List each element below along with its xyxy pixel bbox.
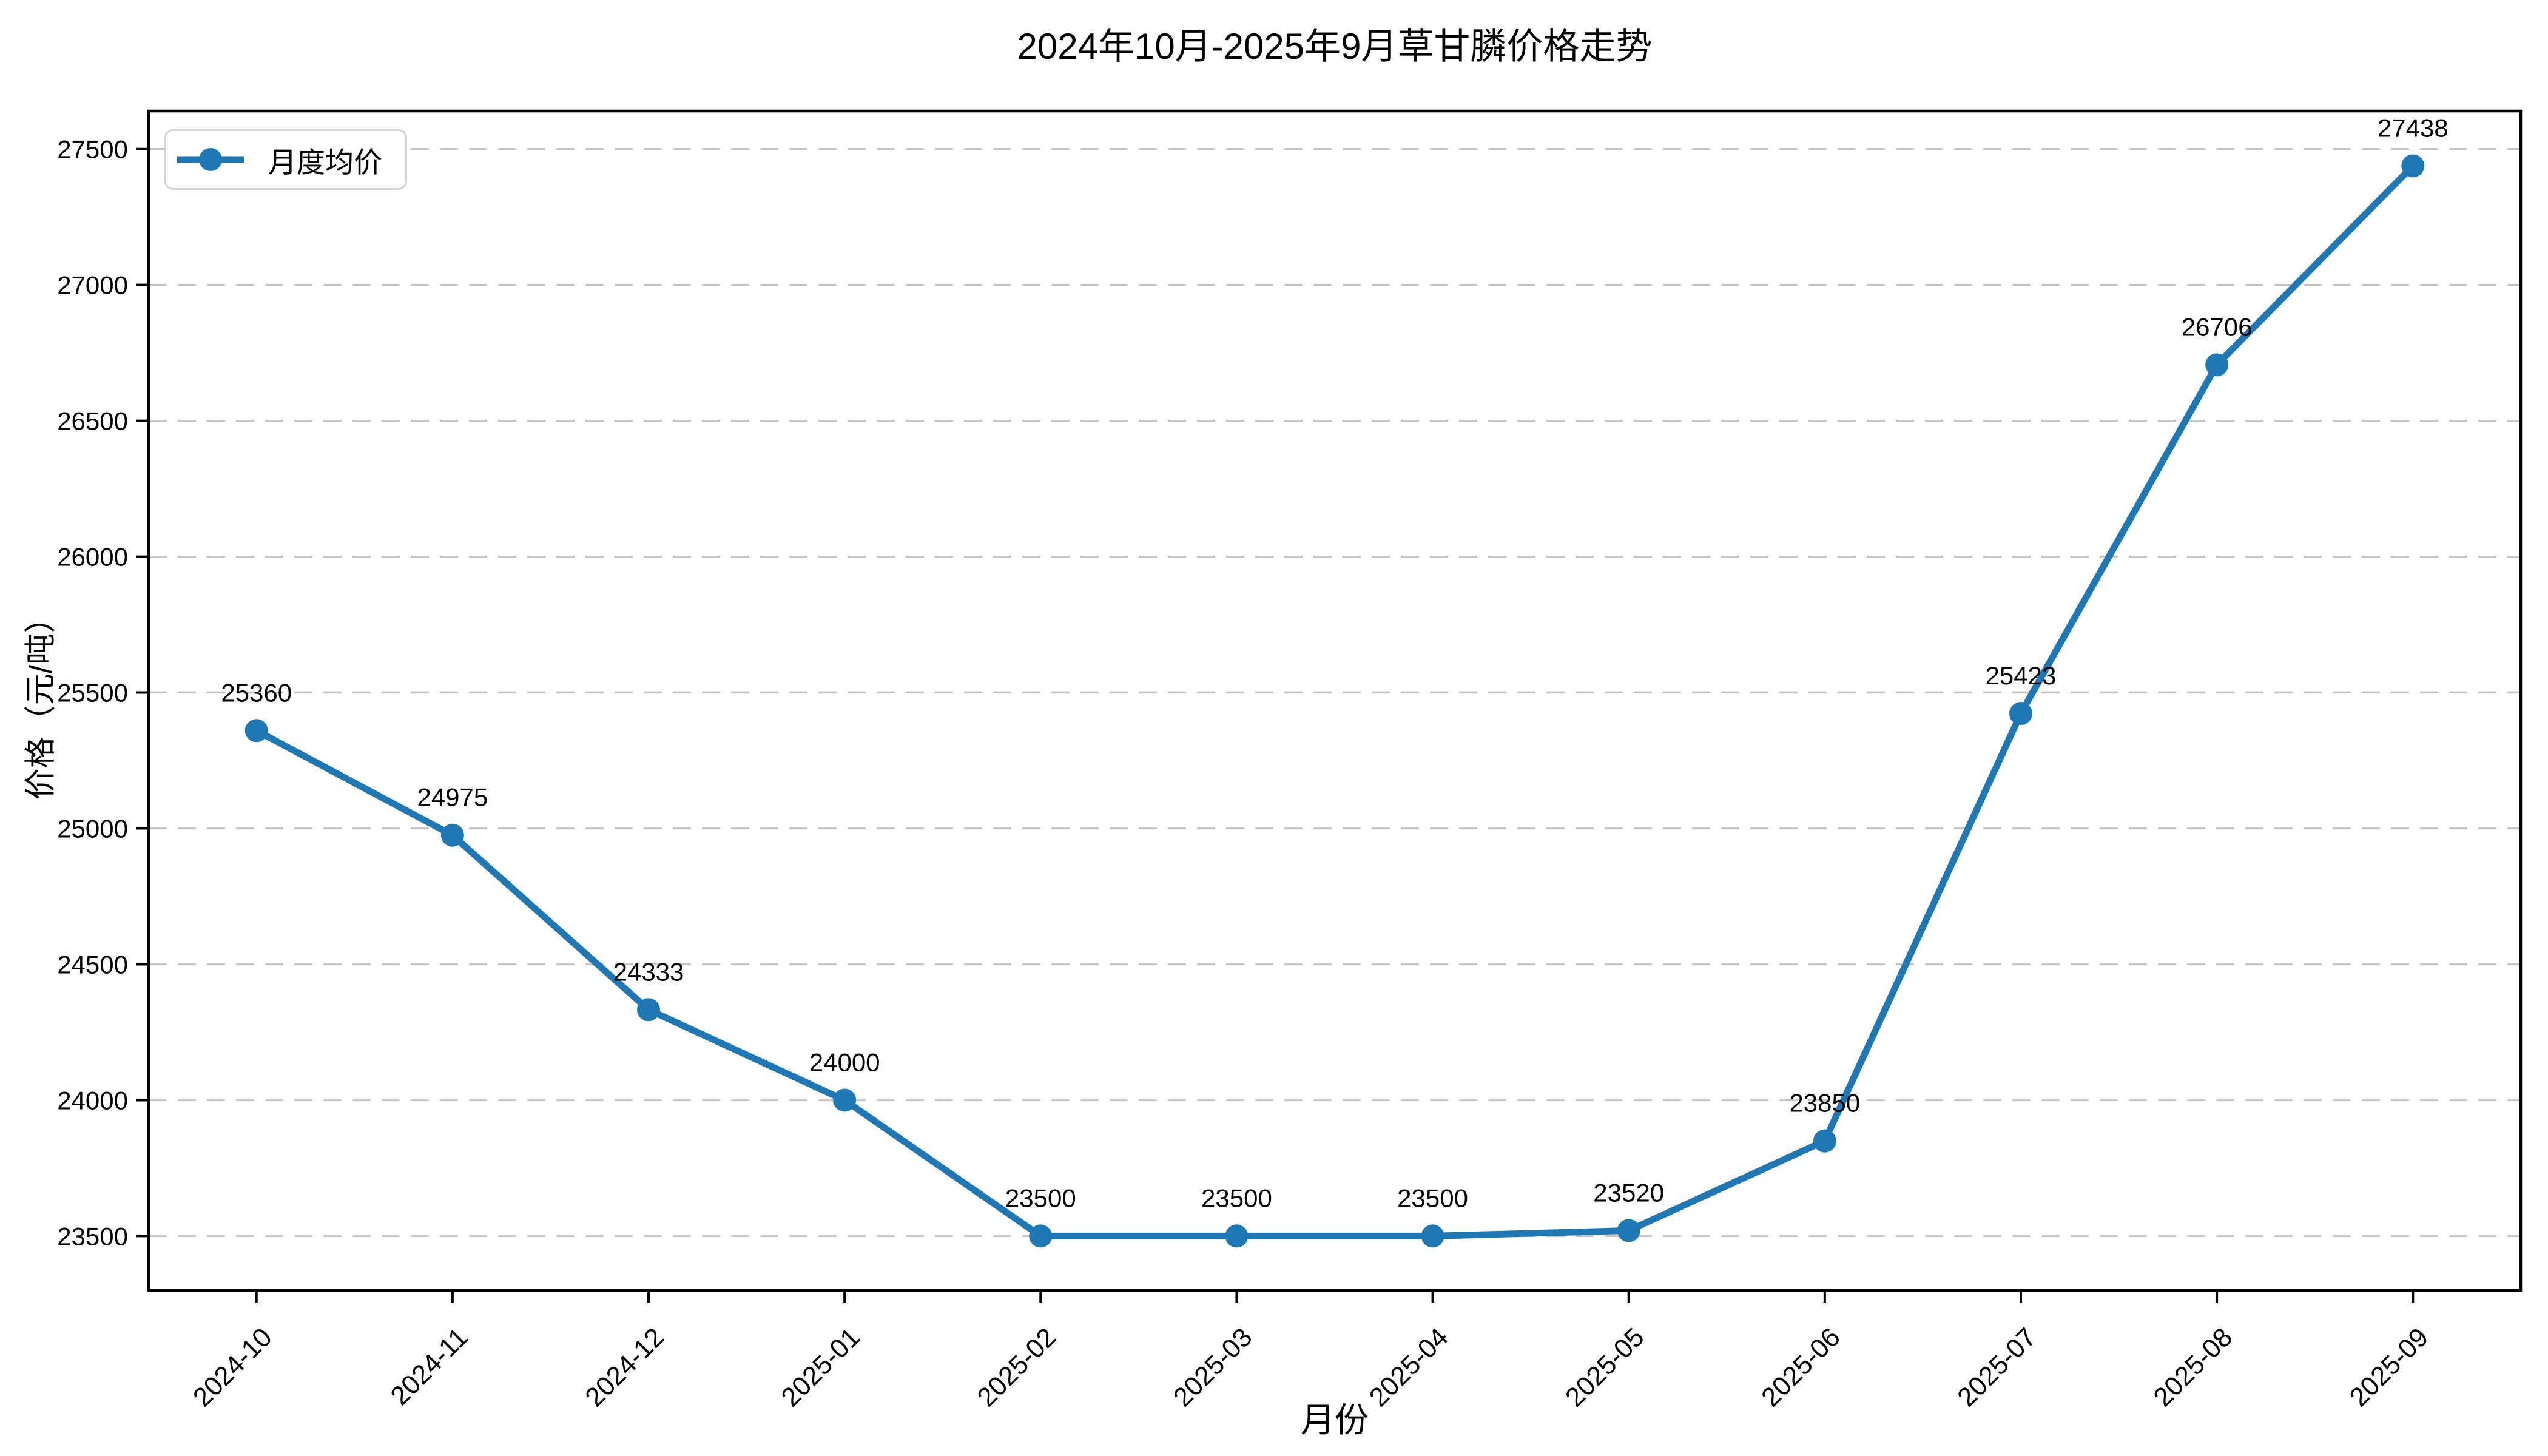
data-point-marker	[833, 1088, 857, 1112]
legend: 月度均价	[164, 129, 407, 190]
legend-swatch	[177, 147, 244, 172]
data-point-label: 23500	[1397, 1184, 1468, 1212]
y-tick-label: 27500	[57, 135, 128, 164]
y-tick-label: 27000	[57, 271, 128, 300]
data-point-marker	[1225, 1224, 1249, 1248]
y-tick-label: 24000	[57, 1086, 128, 1114]
y-tick-label: 26000	[57, 543, 128, 571]
data-point-marker	[1421, 1224, 1444, 1248]
data-point-label: 24000	[809, 1048, 880, 1076]
data-point-label: 26706	[2182, 312, 2253, 341]
x-axis-title: 月份	[1301, 1401, 1369, 1439]
data-point-label: 23500	[1201, 1184, 1272, 1212]
chart-title: 2024年10月-2025年9月草甘膦价格走势	[1017, 26, 1653, 67]
y-axis-title: 价格（元/吨）	[23, 601, 59, 800]
data-point-marker	[2401, 154, 2425, 178]
y-tick-label: 25500	[57, 679, 128, 707]
data-point-label: 23520	[1593, 1178, 1664, 1207]
y-tick-label: 26500	[57, 407, 128, 436]
data-point-marker	[1617, 1219, 1640, 1242]
data-point-label: 25423	[1986, 661, 2057, 690]
data-point-marker	[1029, 1224, 1053, 1248]
data-point-label: 27438	[2378, 113, 2449, 142]
y-tick-label: 24500	[57, 950, 128, 979]
series-line	[253, 162, 2416, 1239]
data-point-marker	[440, 823, 464, 847]
data-point-label: 23500	[1005, 1184, 1076, 1212]
y-tick-label: 23500	[57, 1222, 128, 1250]
legend-marker-icon	[199, 148, 222, 171]
y-tick-label: 25000	[57, 815, 128, 843]
data-point-marker	[637, 998, 661, 1022]
data-point-marker	[1813, 1129, 1836, 1153]
data-point-label: 25360	[221, 678, 292, 707]
legend-label: 月度均价	[268, 146, 382, 178]
data-point-marker	[2009, 702, 2032, 726]
axes-frame	[147, 109, 2523, 1292]
data-point-label: 24975	[417, 783, 488, 812]
data-point-marker	[2205, 353, 2229, 377]
data-point-label: 24333	[613, 957, 684, 986]
data-point-label: 23850	[1789, 1089, 1860, 1117]
data-point-marker	[244, 719, 268, 743]
